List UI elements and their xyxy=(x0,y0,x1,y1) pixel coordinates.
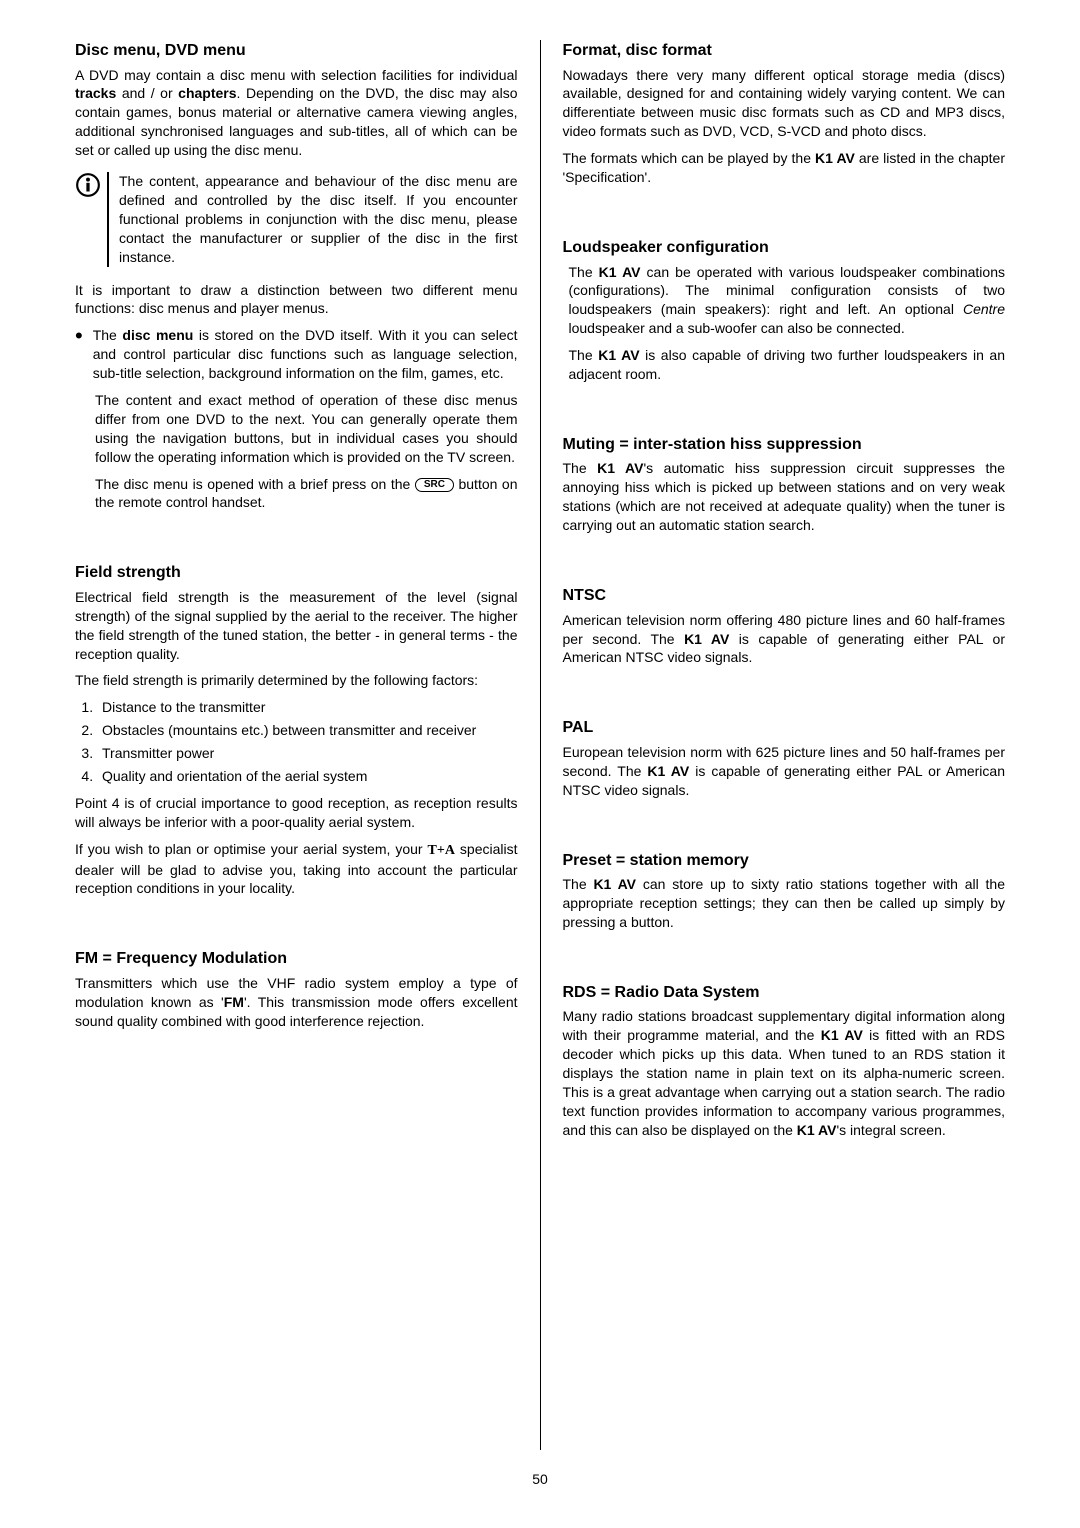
para: A DVD may contain a disc menu with selec… xyxy=(75,66,518,160)
para: American television norm offering 480 pi… xyxy=(563,611,1006,668)
section-ntsc: NTSC American television norm offering 4… xyxy=(563,585,1006,667)
column-divider xyxy=(540,40,541,1450)
para: The K1 AV can store up to sixty ratio st… xyxy=(563,875,1006,932)
right-column: Format, disc format Nowadays there very … xyxy=(563,40,1006,1450)
info-icon xyxy=(75,172,101,203)
para: The K1 AV is also capable of driving two… xyxy=(563,346,1006,384)
bullet-text: The disc menu is stored on the DVD itsel… xyxy=(93,326,518,383)
heading-loudspeaker: Loudspeaker configuration xyxy=(563,237,1006,259)
indent-para: The disc menu is opened with a brief pre… xyxy=(95,475,518,513)
heading-muting: Muting = inter-station hiss suppression xyxy=(563,434,1006,456)
indent-para: The content and exact method of operatio… xyxy=(95,391,518,467)
src-button-icon: SRC xyxy=(415,478,454,492)
para: Point 4 is of crucial importance to good… xyxy=(75,794,518,832)
two-column-layout: Disc menu, DVD menu A DVD may contain a … xyxy=(75,40,1005,1450)
heading-rds: RDS = Radio Data System xyxy=(563,982,1006,1004)
info-text: The content, appearance and behaviour of… xyxy=(119,172,518,266)
section-fm: FM = Frequency Modulation Transmitters w… xyxy=(75,948,518,1030)
heading-pal: PAL xyxy=(563,717,1006,739)
section-rds: RDS = Radio Data System Many radio stati… xyxy=(563,982,1006,1140)
heading-preset: Preset = station memory xyxy=(563,850,1006,872)
list-item: Obstacles (mountains etc.) between trans… xyxy=(97,721,518,740)
ta-logo: T+A xyxy=(428,843,455,858)
section-format: Format, disc format Nowadays there very … xyxy=(563,40,1006,187)
heading-field-strength: Field strength xyxy=(75,562,518,584)
para: The field strength is primarily determin… xyxy=(75,671,518,690)
section-loudspeaker: Loudspeaker configuration The K1 AV can … xyxy=(563,237,1006,384)
section-pal: PAL European television norm with 625 pi… xyxy=(563,717,1006,799)
heading-ntsc: NTSC xyxy=(563,585,1006,607)
para: The K1 AV can be operated with various l… xyxy=(563,263,1006,339)
section-field-strength: Field strength Electrical field strength… xyxy=(75,562,518,898)
left-column: Disc menu, DVD menu A DVD may contain a … xyxy=(75,40,518,1450)
para: Transmitters which use the VHF radio sys… xyxy=(75,974,518,1031)
para: The K1 AV's automatic hiss suppression c… xyxy=(563,459,1006,535)
info-bar xyxy=(107,172,109,266)
para: European television norm with 625 pictur… xyxy=(563,743,1006,800)
para: Many radio stations broadcast supplement… xyxy=(563,1007,1006,1139)
bullet-dot: • xyxy=(75,326,83,383)
list-item: Distance to the transmitter xyxy=(97,698,518,717)
section-muting: Muting = inter-station hiss suppression … xyxy=(563,434,1006,535)
bullet-item: • The disc menu is stored on the DVD its… xyxy=(75,326,518,383)
list-item: Transmitter power xyxy=(97,744,518,763)
heading-fm: FM = Frequency Modulation xyxy=(75,948,518,970)
para: Electrical field strength is the measure… xyxy=(75,588,518,664)
numbered-list: Distance to the transmitter Obstacles (m… xyxy=(75,698,518,786)
para: If you wish to plan or optimise your aer… xyxy=(75,840,518,899)
para: The formats which can be played by the K… xyxy=(563,149,1006,187)
para: Nowadays there very many different optic… xyxy=(563,66,1006,142)
page-number: 50 xyxy=(75,1470,1005,1489)
section-preset: Preset = station memory The K1 AV can st… xyxy=(563,850,1006,932)
section-disc-menu: Disc menu, DVD menu A DVD may contain a … xyxy=(75,40,518,512)
list-item: Quality and orientation of the aerial sy… xyxy=(97,767,518,786)
heading-disc-menu: Disc menu, DVD menu xyxy=(75,40,518,62)
para: It is important to draw a distinction be… xyxy=(75,281,518,319)
info-box: The content, appearance and behaviour of… xyxy=(75,172,518,266)
heading-format: Format, disc format xyxy=(563,40,1006,62)
